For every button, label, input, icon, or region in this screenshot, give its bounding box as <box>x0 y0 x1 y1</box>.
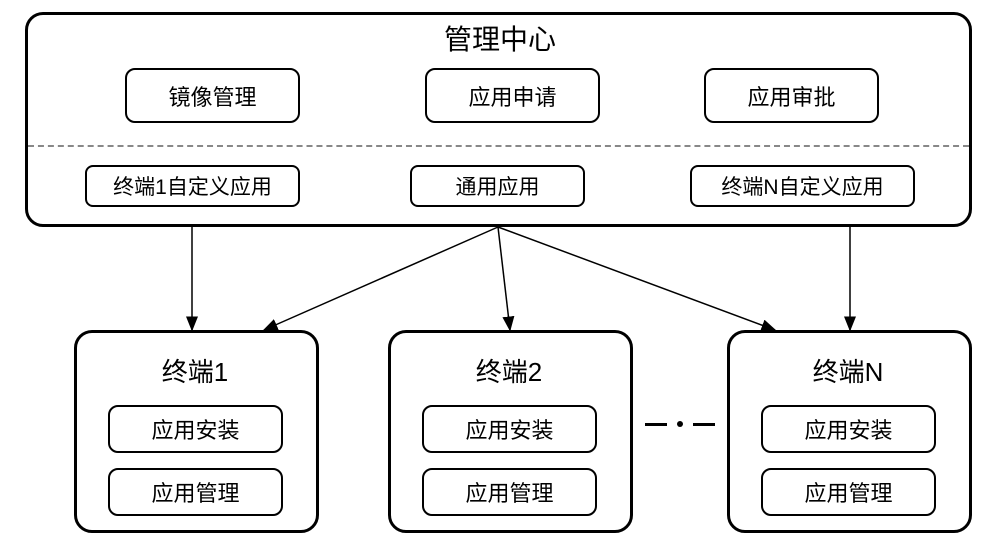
edge-common_app_bottom_a-to-term1_box_right <box>264 227 498 330</box>
terminal-n-title: 终端N <box>763 350 933 390</box>
edge-common_app_bottom_c-to-termN_box_left <box>498 227 775 330</box>
ellipsis-dash-right <box>693 423 715 426</box>
terminal-2-title: 终端2 <box>424 350 594 390</box>
common-app-box: 通用应用 <box>410 165 585 207</box>
terminal-2-manage-box: 应用管理 <box>422 468 597 516</box>
mgmt-divider <box>28 145 969 147</box>
terminal-n-manage-box: 应用管理 <box>761 468 936 516</box>
mirror-mgmt-box: 镜像管理 <box>125 68 300 123</box>
edge-common_app_bottom_b-to-term2_box_top <box>498 227 510 330</box>
terminal-n-install-box: 应用安装 <box>761 405 936 453</box>
terminal-1-manage-box: 应用管理 <box>108 468 283 516</box>
terminal-2-install-box: 应用安装 <box>422 405 597 453</box>
mgmt-center-title: 管理中心 <box>400 18 600 58</box>
ellipsis-dot <box>677 421 683 427</box>
terminal-1-title: 终端1 <box>110 350 280 390</box>
ellipsis-dash-left <box>645 423 667 426</box>
terminal-1-install-box: 应用安装 <box>108 405 283 453</box>
diagram-canvas: 管理中心 镜像管理 应用申请 应用审批 终端1自定义应用 通用应用 终端N自定义… <box>0 0 1000 559</box>
termN-custom-app-box: 终端N自定义应用 <box>690 165 915 207</box>
app-apply-box: 应用申请 <box>425 68 600 123</box>
term1-custom-app-box: 终端1自定义应用 <box>85 165 300 207</box>
app-approve-box: 应用审批 <box>704 68 879 123</box>
